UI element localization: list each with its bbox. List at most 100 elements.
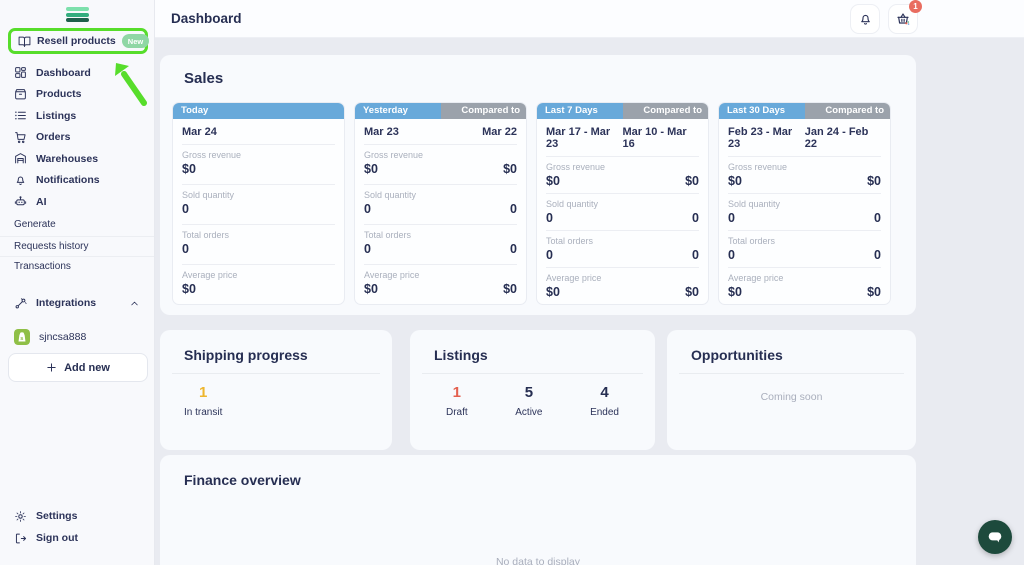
sidebar-item-label: Sign out bbox=[36, 532, 78, 544]
sidebar-item-shopify-connection[interactable]: s sjncsa888 bbox=[0, 328, 154, 346]
shopify-icon: s bbox=[14, 329, 30, 345]
new-badge: New bbox=[121, 34, 150, 48]
sign-out-icon bbox=[14, 532, 27, 545]
sidebar-item-requests-history[interactable]: Requests history bbox=[0, 235, 154, 257]
sidebar-item-label: Listings bbox=[36, 109, 77, 122]
chat-widget-button[interactable] bbox=[978, 520, 1012, 554]
metric-compare-value: $0 bbox=[685, 174, 699, 188]
divider bbox=[172, 373, 380, 374]
sidebar-item-label: Settings bbox=[36, 510, 78, 522]
notifications-button[interactable] bbox=[850, 4, 880, 34]
sidebar-item-ai[interactable]: AI bbox=[0, 191, 154, 213]
period-label: Today bbox=[173, 103, 344, 119]
metric-value: $0 bbox=[364, 282, 378, 296]
metric-gross-revenue: Gross revenue $0 $0 bbox=[364, 145, 517, 185]
page-title: Dashboard bbox=[171, 11, 242, 26]
add-new-button[interactable]: Add new bbox=[8, 353, 148, 382]
metric-compare-value: $0 bbox=[685, 285, 699, 299]
sidebar-item-generate[interactable]: Generate bbox=[14, 219, 56, 230]
period-date: Mar 23 bbox=[364, 126, 399, 138]
opportunities-panel: Opportunities Coming soon bbox=[667, 330, 916, 450]
metric-average-price: Average price $0 $0 bbox=[728, 273, 881, 299]
metric-compare-value: $0 bbox=[503, 162, 517, 176]
sidebar-item-notifications[interactable]: Notifications bbox=[0, 170, 154, 192]
metric-value: $0 bbox=[728, 174, 742, 188]
metric-compare-value: 0 bbox=[510, 202, 517, 216]
metric-compare-value: 0 bbox=[874, 248, 881, 262]
metric-compare-value: 0 bbox=[874, 211, 881, 225]
integrations-label: Integrations bbox=[36, 297, 97, 309]
dashboard-icon bbox=[14, 66, 27, 79]
metric-compare-value: $0 bbox=[867, 174, 881, 188]
sidebar-item-products[interactable]: Products bbox=[0, 84, 154, 106]
add-new-label: Add new bbox=[64, 361, 110, 374]
metric-compare-value: 0 bbox=[510, 242, 517, 256]
finance-overview-panel: Finance overview No data to display bbox=[160, 455, 916, 565]
bell-icon bbox=[14, 174, 27, 187]
metric-gross-revenue: Gross revenue $0 $0 bbox=[728, 157, 881, 194]
sidebar-item-label: AI bbox=[36, 195, 47, 208]
sidebar-item-label: Orders bbox=[36, 131, 71, 144]
compare-label: Compared to bbox=[804, 103, 890, 119]
listings-panel: Listings 1 Draft 5 Active 4 Ended bbox=[410, 330, 655, 450]
period-date: Mar 17 - Mar 23 bbox=[546, 126, 611, 150]
no-data-text: No data to display bbox=[495, 556, 581, 565]
metric-value: 0 bbox=[728, 248, 735, 262]
metric-value: 0 bbox=[728, 211, 735, 225]
metric-value: 0 bbox=[182, 242, 189, 256]
sidebar-subnav: Generate Requests history Transactions bbox=[0, 215, 154, 277]
period-date: Mar 24 bbox=[182, 126, 217, 138]
sidebar-item-warehouses[interactable]: Warehouses bbox=[0, 148, 154, 170]
metric-value: $0 bbox=[364, 162, 378, 176]
product-box-icon bbox=[14, 88, 27, 101]
metric-compare-value: 0 bbox=[692, 211, 699, 225]
compare-date: Mar 10 - Mar 16 bbox=[622, 126, 687, 150]
metric-value: $0 bbox=[182, 282, 196, 296]
metric-value: $0 bbox=[546, 285, 560, 299]
metric-compare-value: $0 bbox=[503, 282, 517, 296]
coming-soon-text: Coming soon bbox=[760, 391, 823, 403]
period-label: Last 30 Days bbox=[719, 103, 805, 119]
opportunities-title: Opportunities bbox=[691, 347, 783, 363]
resell-products-label: Resell products bbox=[37, 35, 116, 47]
compare-label: Compared to bbox=[622, 103, 708, 119]
period-date: Feb 23 - Mar 23 bbox=[728, 126, 793, 150]
metric-value: $0 bbox=[728, 285, 742, 299]
stat-in-transit: 1 In transit bbox=[184, 384, 223, 418]
chat-bubble-icon bbox=[985, 527, 1005, 547]
basket-icon bbox=[895, 11, 911, 27]
metric-compare-value: 0 bbox=[692, 248, 699, 262]
metric-value: 0 bbox=[546, 248, 553, 262]
shipping-progress-panel: Shipping progress 1 In transit bbox=[160, 330, 392, 450]
cart-count-badge: 1 bbox=[909, 0, 922, 13]
sidebar-item-transactions[interactable]: Transactions bbox=[0, 256, 154, 277]
metric-gross-revenue: Gross revenue $0 $0 bbox=[546, 157, 699, 194]
chevron-up-icon[interactable] bbox=[129, 298, 140, 309]
sidebar-item-resell-products[interactable]: Resell products New bbox=[8, 28, 150, 54]
basket-button[interactable]: 1 bbox=[888, 0, 922, 34]
sidebar-item-dashboard[interactable]: Dashboard bbox=[0, 62, 154, 84]
metric-value: $0 bbox=[182, 162, 196, 176]
sidebar-item-settings[interactable]: Settings bbox=[0, 505, 154, 527]
logo-bar bbox=[66, 18, 89, 22]
app-logo[interactable] bbox=[66, 7, 89, 24]
bell-icon bbox=[858, 12, 873, 27]
plus-icon bbox=[46, 362, 57, 373]
topbar: Dashboard 1 bbox=[155, 0, 1024, 38]
metric-gross-revenue: Gross revenue $0 bbox=[182, 145, 335, 185]
metric-total-orders: Total orders 0 bbox=[182, 225, 335, 265]
sidebar-footer: Settings Sign out bbox=[0, 505, 154, 549]
metric-compare-value: $0 bbox=[867, 285, 881, 299]
listings-title: Listings bbox=[434, 347, 488, 363]
sidebar-item-listings[interactable]: Listings bbox=[0, 105, 154, 127]
sidebar-item-label: Notifications bbox=[36, 174, 100, 187]
sidebar-item-integrations[interactable]: Integrations bbox=[0, 292, 154, 314]
sales-panel: Sales Today Mar 24 Gross revenue $0 Sold… bbox=[160, 55, 916, 315]
sidebar-item-orders[interactable]: Orders bbox=[0, 127, 154, 149]
metric-average-price: Average price $0 $0 bbox=[546, 273, 699, 299]
finance-title: Finance overview bbox=[184, 472, 301, 488]
sidebar-item-sign-out[interactable]: Sign out bbox=[0, 527, 154, 549]
